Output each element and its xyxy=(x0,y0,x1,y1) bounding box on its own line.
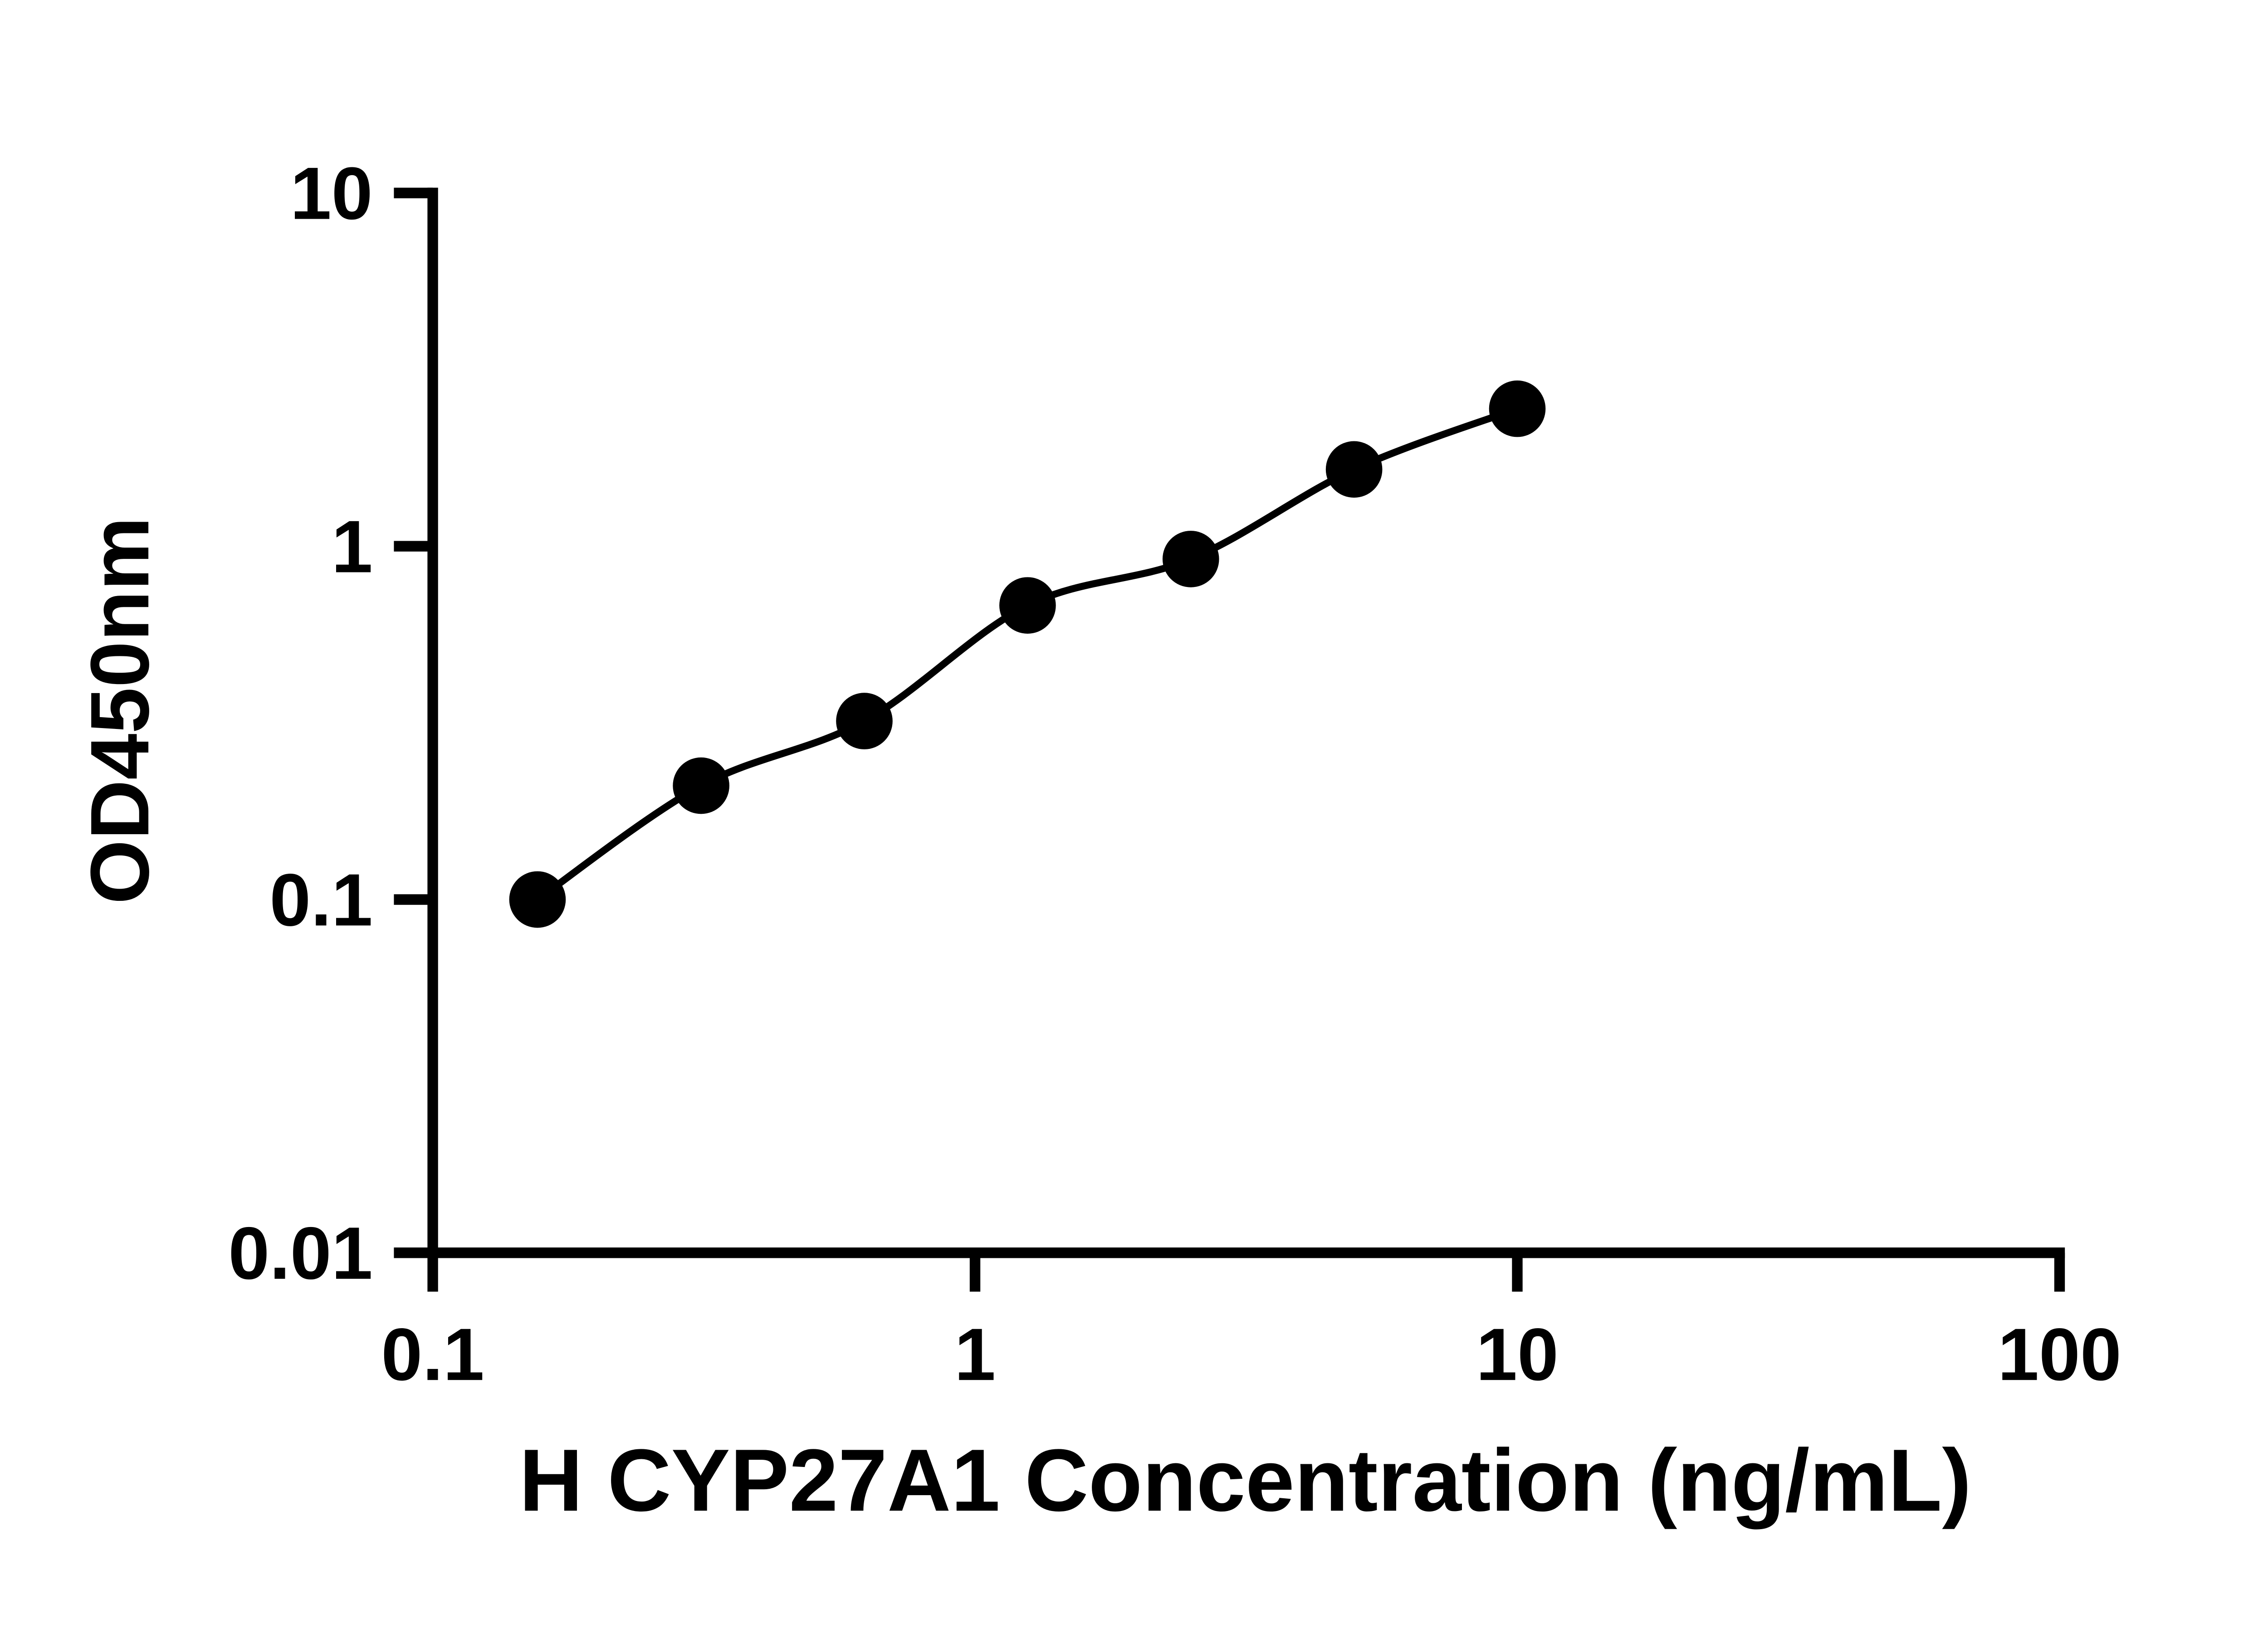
y-tick-label: 10 xyxy=(290,152,373,235)
axes xyxy=(427,187,2065,1258)
data-point xyxy=(836,693,893,749)
y-axis-title: OD450nm xyxy=(73,517,166,904)
data-point xyxy=(673,757,729,814)
data-point xyxy=(1325,441,1383,498)
x-axis-title: H CYP27A1 Concentration (ng/mL) xyxy=(519,1431,1971,1530)
data-point xyxy=(509,871,566,928)
data-point xyxy=(1489,380,1546,437)
y-tick-labels: 0.01 0.1 1 10 xyxy=(228,152,372,1295)
y-tick-label: 0.1 xyxy=(269,858,372,941)
x-tick-label: 10 xyxy=(1476,1313,1559,1396)
data-point xyxy=(1162,531,1219,587)
y-tick-label: 1 xyxy=(332,505,373,588)
x-tick-labels: 0.1 1 10 100 xyxy=(381,1313,2121,1396)
x-ticks xyxy=(427,1252,2065,1292)
x-tick-label: 1 xyxy=(954,1313,996,1396)
data-point xyxy=(999,577,1056,634)
y-tick-label: 0.01 xyxy=(228,1212,372,1295)
data-points xyxy=(509,380,1546,928)
x-tick-label: 0.1 xyxy=(381,1313,484,1396)
x-tick-label: 100 xyxy=(1998,1313,2121,1396)
y-ticks xyxy=(394,187,433,1258)
